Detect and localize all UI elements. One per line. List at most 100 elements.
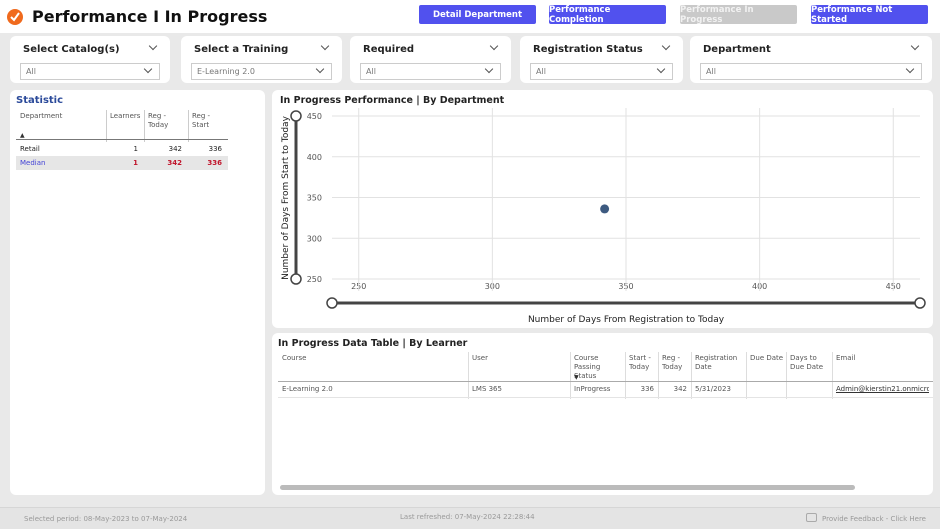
filter-card: Required All [350, 36, 511, 83]
filter-label: Select Catalog(s) [23, 44, 120, 55]
table-cell: 336 [208, 145, 222, 153]
dropdown[interactable]: All [360, 63, 501, 80]
last-refreshed: Last refreshed: 07-May-2024 22:28:44 [400, 513, 535, 521]
sort-arrow: ▼ [574, 374, 579, 381]
column-header: Course Passing Status [574, 354, 601, 378]
table-cell: 342 [673, 385, 687, 393]
y-tick-label: 350 [307, 194, 322, 203]
table-cell: 342 [167, 159, 182, 167]
column-divider [746, 352, 747, 399]
table-cell: 1 [133, 159, 138, 167]
filter-card: Department All [690, 36, 932, 83]
slider-handle[interactable] [290, 273, 302, 285]
column-divider [468, 352, 469, 399]
y-tick-label: 300 [307, 234, 322, 243]
y-tick-label: 400 [307, 153, 322, 162]
chevron [315, 64, 325, 74]
table-cell: 342 [168, 145, 182, 153]
nav-button[interactable]: Performance Completion [549, 5, 666, 25]
slider-handle[interactable] [326, 297, 338, 309]
column-header: Days to Due Date [790, 354, 824, 371]
slider-handle[interactable] [290, 110, 302, 122]
slider-handle[interactable] [914, 297, 926, 309]
chevron [905, 64, 915, 74]
dropdown-value: All [366, 67, 376, 76]
table-cell: 1 [133, 145, 138, 153]
statistic-title: Statistic [16, 95, 64, 106]
chevron [910, 41, 920, 51]
filter-label: Department [703, 44, 771, 55]
table-row [16, 142, 228, 156]
nav-button[interactable]: Performance Not Started [811, 5, 928, 25]
column-header: User [472, 354, 488, 362]
chevron [148, 41, 158, 51]
scrollbar[interactable] [280, 485, 855, 490]
page-title: Performance I In Progress [32, 7, 268, 26]
logo [7, 9, 23, 25]
dropdown[interactable]: All [20, 63, 160, 80]
dropdown[interactable]: All [530, 63, 673, 80]
nav-button[interactable]: Performance In Progress [680, 5, 797, 25]
column-header: Reg - Today [662, 354, 683, 371]
scatter-chart: In Progress Performance | By Department … [280, 95, 926, 325]
table-cell: 336 [640, 385, 654, 393]
selected-period: Selected period: 08-May-2023 to 07-May-2… [24, 515, 188, 523]
filter-card: Select a Training E-Learning 2.0 [181, 36, 342, 83]
filter-card: Registration Status All [520, 36, 683, 83]
column-header: Reg - Start [192, 112, 211, 129]
statistic-panel: Statistic Department Learners Reg - Today Re… [10, 90, 265, 495]
column-header: Email [836, 354, 856, 362]
header-rule [16, 139, 228, 140]
filter-label: Select a Training [194, 44, 289, 55]
filter-label: Required [363, 44, 415, 55]
chevron [320, 41, 330, 51]
feedback-link[interactable]: Provide Feedback - Click Here [822, 515, 926, 523]
chevron [489, 41, 499, 51]
nav-button[interactable]: Detail Department [419, 5, 536, 24]
table-cell: InProgress [574, 385, 611, 393]
dropdown[interactable]: All [700, 63, 922, 80]
column-divider [658, 352, 659, 399]
chart-title: In Progress Performance | By Department [280, 95, 505, 106]
data-point [600, 204, 610, 214]
email-link[interactable]: Admin@kierstin21.onmicros [836, 385, 929, 393]
column-header: Course [282, 354, 307, 362]
table-cell: Median [20, 159, 46, 167]
chevron [656, 64, 666, 74]
sort-arrow: ▲ [20, 132, 25, 139]
table-cell: 5/31/2023 [695, 385, 731, 393]
x-axis-label: Number of Days From Registration to Toda… [528, 315, 725, 325]
dropdown[interactable]: E-Learning 2.0 [191, 63, 332, 80]
column-header: Due Date [750, 354, 784, 362]
column-divider [570, 352, 571, 399]
dropdown-value: All [26, 67, 36, 76]
dropdown-value: All [706, 67, 716, 76]
data-table-panel: In Progress Data Table | By Learner Cour… [272, 333, 933, 495]
table-row [16, 156, 228, 170]
feedback-icon [806, 513, 817, 522]
column-header: Start - Today [629, 354, 651, 371]
column-divider [691, 352, 692, 399]
filter-label: Registration Status [533, 44, 643, 55]
y-axis-label: Number of Days From Start to Today [281, 115, 291, 279]
row-rule [278, 397, 933, 398]
chevron [484, 64, 494, 74]
footer: Selected period: 08-May-2023 to 07-May-2… [0, 507, 940, 529]
y-tick-label: 450 [307, 112, 322, 121]
chevron [661, 41, 671, 51]
table-title: In Progress Data Table | By Learner [278, 338, 468, 349]
table-cell: 336 [207, 159, 222, 167]
table-cell: LMS 365 [472, 385, 502, 393]
table-cell: E-Learning 2.0 [282, 385, 333, 393]
column-header: Learners [110, 112, 141, 120]
y-tick-label: 250 [307, 275, 322, 284]
chart-panel: In Progress Performance | By Department … [272, 90, 933, 328]
header-rule [278, 381, 933, 382]
column-header: Registration Date [695, 354, 738, 371]
dropdown-value: All [536, 67, 546, 76]
column-divider [786, 352, 787, 399]
column-header: Reg - Today [148, 112, 169, 129]
column-divider [832, 352, 833, 399]
filter-card: Select Catalog(s) All [10, 36, 170, 83]
